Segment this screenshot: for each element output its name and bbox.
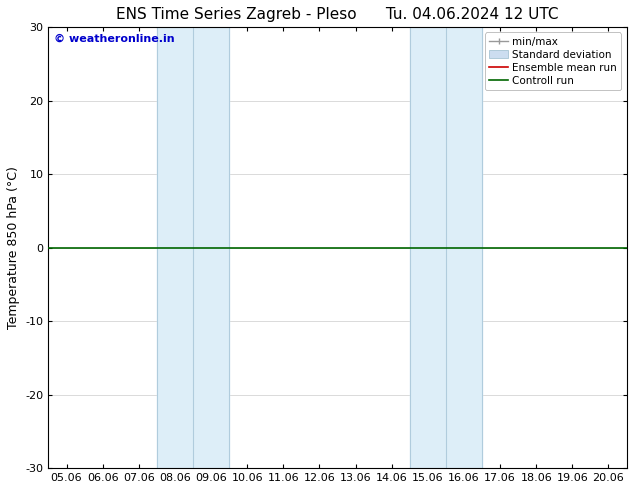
- Text: © weatheronline.in: © weatheronline.in: [55, 34, 175, 44]
- Title: ENS Time Series Zagreb - Pleso      Tu. 04.06.2024 12 UTC: ENS Time Series Zagreb - Pleso Tu. 04.06…: [116, 7, 559, 22]
- Bar: [157, 27, 193, 468]
- Bar: [193, 27, 229, 468]
- Y-axis label: Temperature 850 hPa (°C): Temperature 850 hPa (°C): [7, 166, 20, 329]
- Bar: [446, 27, 482, 468]
- Legend: min/max, Standard deviation, Ensemble mean run, Controll run: min/max, Standard deviation, Ensemble me…: [485, 32, 621, 90]
- Bar: [410, 27, 446, 468]
